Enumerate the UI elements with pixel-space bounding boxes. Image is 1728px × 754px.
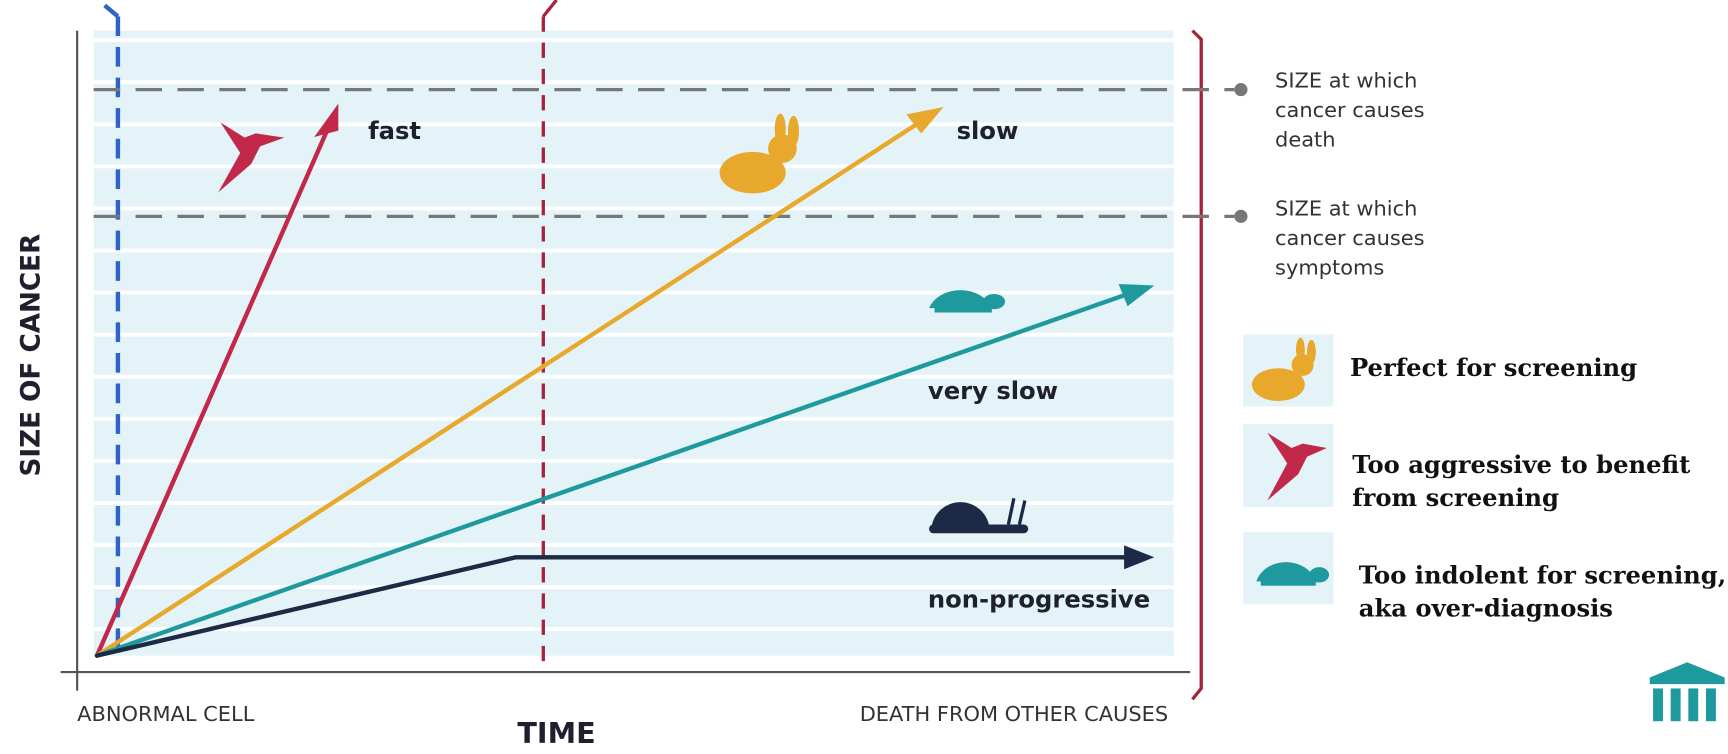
threshold-dot (1234, 83, 1248, 97)
very-slow-arrow (94, 288, 1140, 658)
y-axis-label: SIZE OF CANCER (17, 234, 47, 477)
non-progressive-arrow (94, 555, 1138, 658)
arrow-head (906, 107, 944, 134)
rabbit-icon (719, 113, 799, 194)
turtle-icon (929, 290, 1006, 313)
curve-label: non-progressive (928, 586, 1150, 614)
x-end-label: DEATH FROM OTHER CAUSES (860, 702, 1168, 726)
threshold-label: SIZE at which (1275, 69, 1417, 93)
snail-icon (929, 497, 1029, 534)
threshold-dot (1234, 209, 1248, 223)
rabbit-icon (1251, 337, 1316, 402)
threshold-label: death (1275, 128, 1335, 152)
arrow-head (1118, 283, 1155, 307)
logo (1649, 662, 1725, 722)
x-start-label: ABNORMAL CELL (77, 702, 255, 726)
hummingbird-icon (218, 122, 285, 193)
threshold-label: SIZE at which (1275, 196, 1417, 220)
hummingbird-icon (1267, 432, 1327, 501)
slow-arrow (94, 114, 931, 658)
legend-label: from screening (1352, 483, 1559, 512)
threshold-label: cancer causes (1275, 226, 1425, 250)
red-dashed-line-top (542, 0, 558, 18)
fast-arrow (94, 120, 333, 658)
arrow-head (1124, 545, 1155, 570)
curve-label: slow (957, 117, 1019, 145)
curve-label: very slow (928, 377, 1058, 405)
turtle-icon (1256, 562, 1330, 586)
x-axis-label: TIME (517, 717, 595, 750)
arrow-head (314, 103, 339, 137)
legend-label: Perfect for screening (1350, 353, 1637, 382)
blue-dashed-line-top (103, 3, 120, 19)
legend-label: aka over-diagnosis (1359, 593, 1613, 622)
legend-label: Too indolent for screening, (1359, 561, 1726, 590)
curve-label: fast (368, 117, 421, 145)
threshold-label: symptoms (1275, 255, 1384, 279)
red-bracket (1191, 29, 1203, 701)
legend-label: Too aggressive to benefit (1352, 450, 1691, 479)
threshold-label: cancer causes (1275, 98, 1425, 122)
